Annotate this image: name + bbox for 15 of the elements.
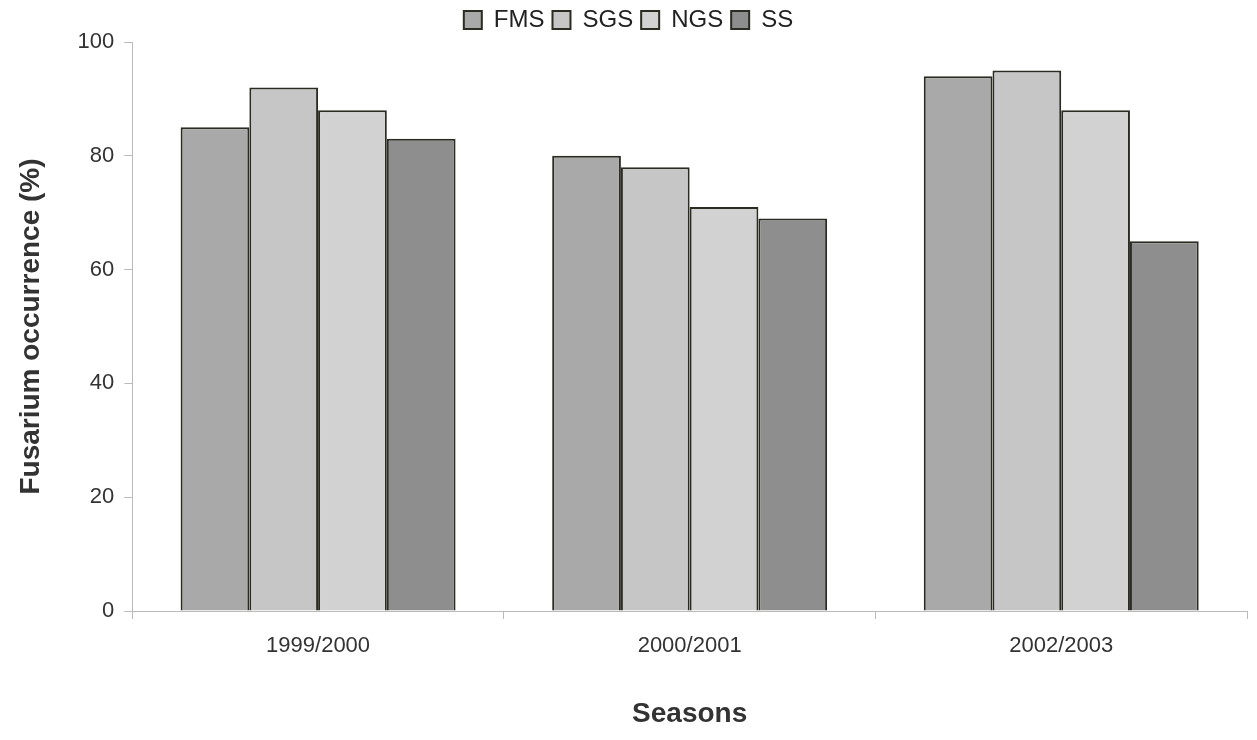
- y-axis-title: Fusarium occurrence (%): [13, 158, 45, 495]
- legend-label: SGS: [582, 4, 634, 32]
- legend-label: NGS: [671, 4, 724, 32]
- y-tick-label: 0: [102, 597, 115, 623]
- y-tick-label: 100: [77, 28, 115, 54]
- x-tick-label: 1999/2000: [266, 632, 371, 658]
- x-tick-label: 2002/2003: [1009, 632, 1114, 658]
- legend-label: SS: [761, 4, 794, 32]
- x-axis-title: Seasons: [632, 696, 748, 728]
- y-tick-label: 60: [89, 255, 115, 281]
- x-tick-label: 2000/2001: [637, 632, 742, 658]
- y-tick-label: 20: [89, 483, 115, 509]
- y-tick-label: 40: [89, 369, 115, 395]
- y-tick-label: 80: [89, 141, 115, 167]
- legend-label: FMS: [493, 4, 545, 32]
